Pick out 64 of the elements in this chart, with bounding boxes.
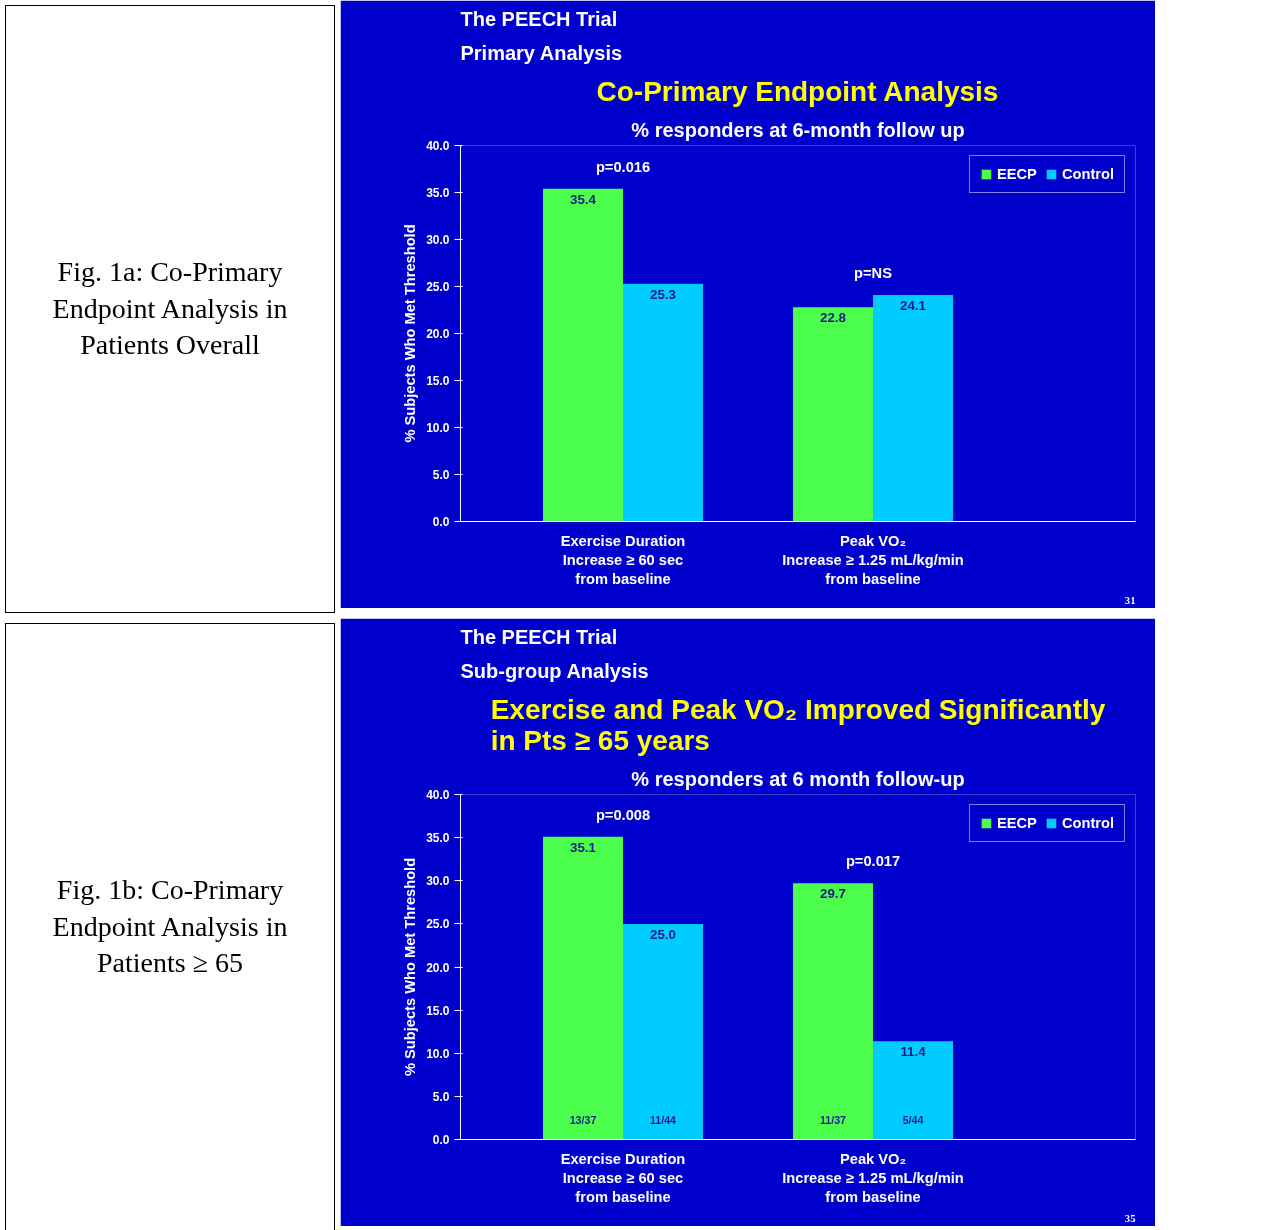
caption: Fig. 1b: Co-Primary Endpoint Analysis in Patients ≥ 65	[51, 873, 289, 981]
y-tick-label: 10.0	[426, 1046, 450, 1061]
y-tick-label: 30.0	[426, 874, 450, 889]
y-tick-label: 15.0	[426, 1003, 450, 1018]
chart-subtitle: % responders at 6-month follow up	[631, 118, 965, 141]
data-label: 29.7	[820, 886, 846, 902]
data-label: 35.1	[570, 839, 597, 855]
y-tick-label: 40.0	[426, 139, 450, 153]
text: Primary Analysis	[460, 41, 623, 64]
annotation: p=NS	[854, 264, 893, 281]
y-tick-label: 20.0	[426, 327, 450, 341]
legend-label: Control	[1061, 815, 1114, 831]
annotation: 13/37	[569, 1113, 597, 1126]
data-label: 35.4	[570, 191, 597, 207]
chart-subtitle: % responders at 6 month follow-up	[631, 767, 965, 790]
data-label: 22.8	[820, 310, 846, 326]
data-label: 11.4	[900, 1044, 927, 1060]
y-tick-label: 35.0	[426, 186, 450, 200]
bar	[873, 294, 953, 522]
text: 31	[1124, 594, 1136, 606]
data-label: 25.0	[650, 926, 676, 942]
bar	[793, 883, 873, 1140]
annotation: 5/44	[902, 1113, 924, 1126]
y-tick-label: 0.0	[432, 515, 450, 529]
text: The PEECH Trial	[460, 625, 618, 648]
annotation: 11/44	[649, 1113, 677, 1126]
x-tick-label: Peak VO₂ Increase ≥ 1.25 mL/kg/min from baseline	[782, 1150, 964, 1205]
caption: Fig. 1a: Co-Primary Endpoint Analysis in Patients Overall	[51, 255, 289, 363]
y-axis-title: % Subjects Who Met Threshold	[402, 857, 419, 1077]
bar	[793, 307, 873, 522]
bar	[623, 283, 703, 522]
y-tick-label: 30.0	[426, 233, 450, 247]
legend-label: EECP	[996, 815, 1037, 831]
y-tick-label: 40.0	[426, 788, 450, 802]
y-tick-label: 5.0	[432, 1089, 450, 1104]
y-tick-label: 5.0	[432, 468, 450, 482]
x-tick-label: Exercise Duration Increase ≥ 60 sec from baseline	[560, 1150, 686, 1205]
annotation: p=0.016	[595, 158, 651, 175]
legend-label: Control	[1061, 166, 1114, 182]
y-tick-label: 20.0	[426, 960, 450, 975]
y-tick-label: 35.0	[426, 831, 450, 846]
bar	[543, 188, 623, 522]
data-label: 25.3	[650, 286, 676, 302]
y-tick-label: 15.0	[426, 374, 450, 388]
y-tick-label: 0.0	[432, 1133, 450, 1147]
annotation: 11/37	[819, 1113, 847, 1126]
bar	[623, 923, 703, 1140]
y-tick-label: 25.0	[426, 917, 450, 932]
annotation: p=0.017	[845, 853, 901, 870]
chart-title: Exercise and Peak VO₂ Improved Significantly in Pts ≥ 65 years	[490, 693, 1106, 756]
x-tick-label: Exercise Duration Increase ≥ 60 sec from baseline	[560, 532, 686, 587]
x-tick-label: Peak VO₂ Increase ≥ 1.25 mL/kg/min from baseline	[782, 532, 964, 587]
legend-label: EECP	[996, 166, 1037, 182]
text: The PEECH Trial	[460, 7, 618, 30]
y-tick-label: 25.0	[426, 280, 450, 294]
text: 35	[1124, 1212, 1136, 1224]
bar	[873, 1041, 953, 1140]
text: Sub-group Analysis	[460, 659, 649, 682]
data-label: 24.1	[900, 297, 927, 313]
y-tick-label: 10.0	[426, 421, 450, 435]
chart-title: Co-Primary Endpoint Analysis	[596, 75, 999, 107]
annotation: p=0.008	[595, 806, 651, 823]
bar	[543, 836, 623, 1140]
y-axis-title: % Subjects Who Met Threshold	[402, 224, 419, 443]
